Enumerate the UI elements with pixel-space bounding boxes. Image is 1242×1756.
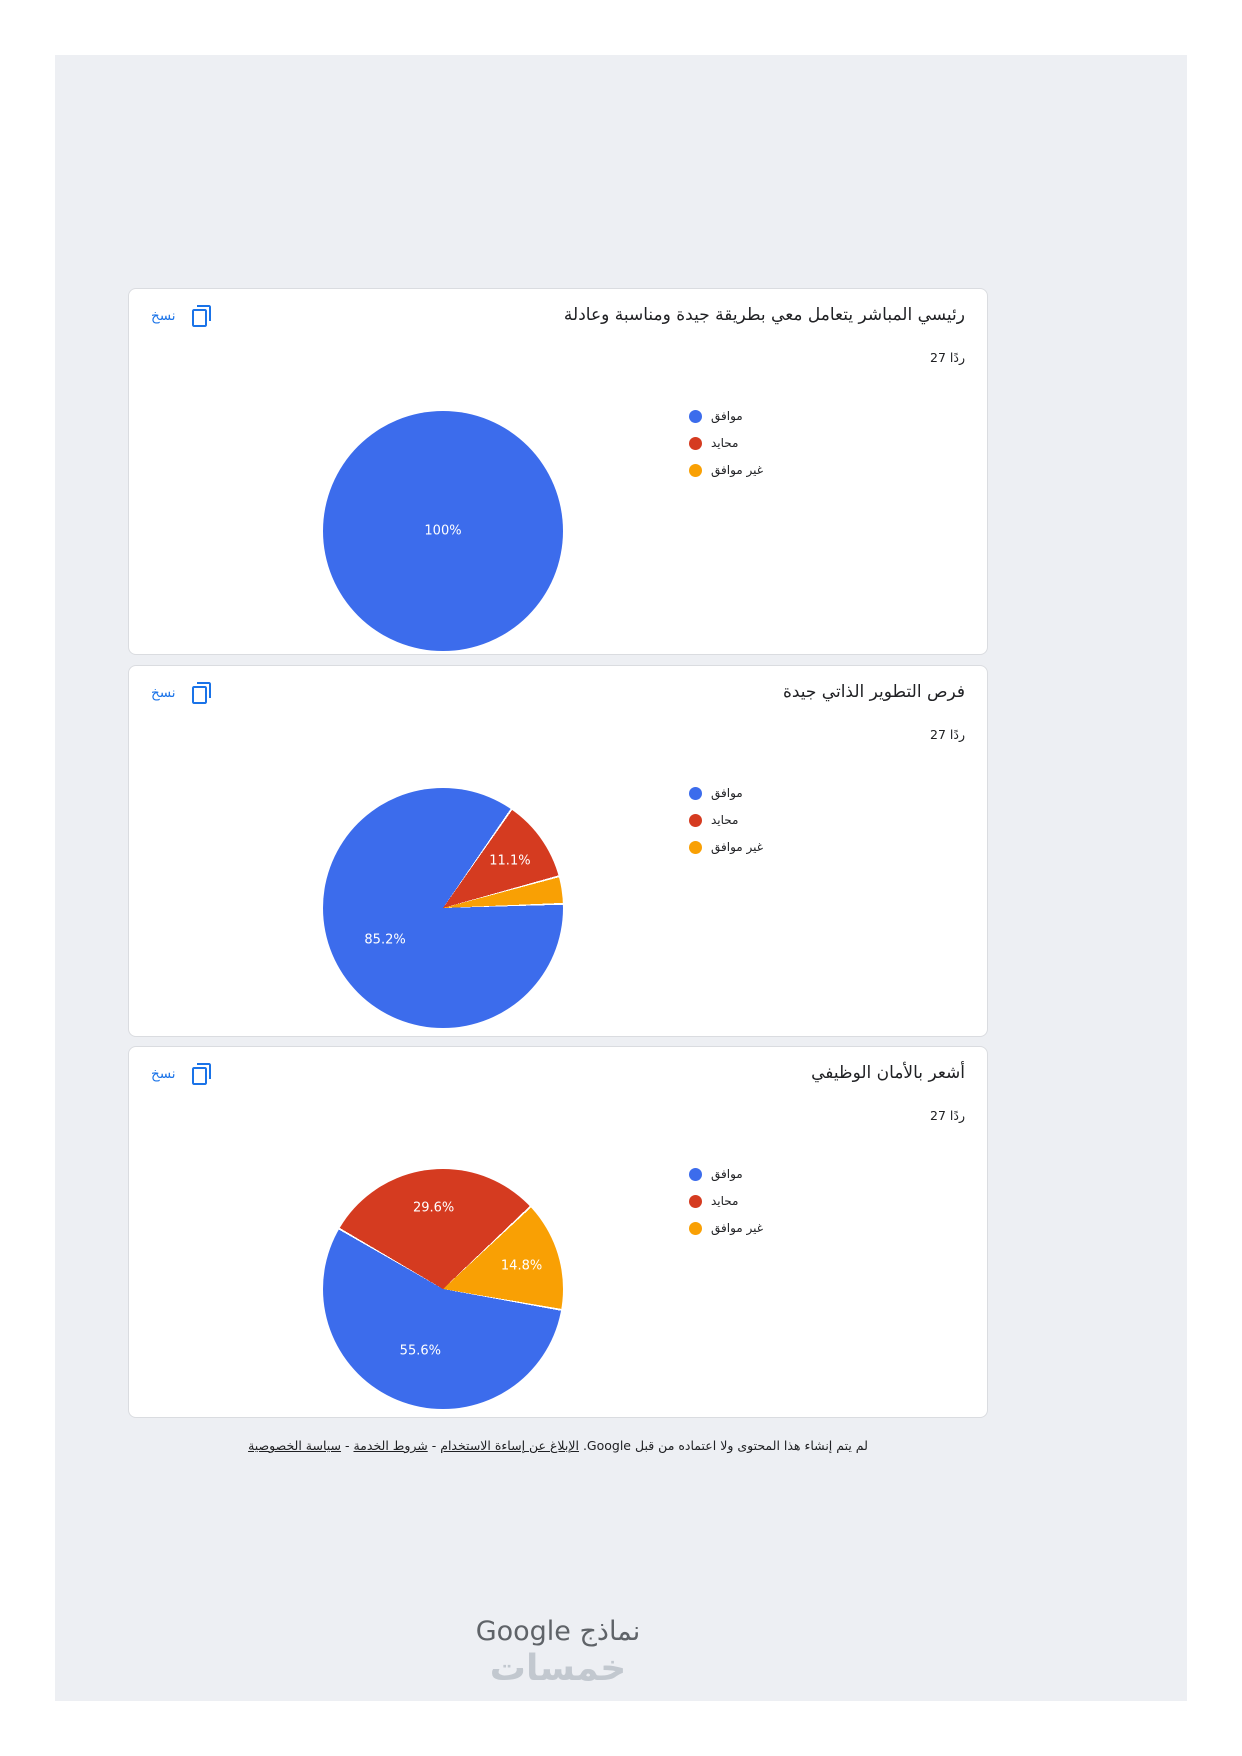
legend-color-dot: [689, 409, 702, 423]
pie-chart: 85.2% 11.1%: [323, 788, 563, 1028]
question-card-1: نسخ فرص التطوير الذاتي جيدة 27 ردًا مواف…: [128, 665, 988, 1037]
footer-link-terms[interactable]: شروط الخدمة: [353, 1438, 428, 1453]
response-count: 27 ردًا: [930, 350, 965, 365]
legend-color-dot: [689, 1221, 702, 1235]
copy-button-label: نسخ: [151, 685, 176, 701]
legend-label: غير موافق: [711, 1221, 764, 1235]
copy-icon: [189, 1062, 213, 1086]
google-forms-logo[interactable]: نماذج Google: [475, 1616, 641, 1647]
copy-icon: [189, 681, 213, 705]
pie-slice-label: 11.1%: [489, 853, 531, 869]
pie-slice-label: 100%: [424, 523, 462, 539]
legend-label: محايد: [711, 436, 739, 450]
legend-color-dot: [689, 463, 702, 477]
chart-legend: موافق محايد غير موافق: [689, 1167, 763, 1248]
legend-item: غير موافق: [689, 840, 763, 854]
footer-separator: -: [341, 1438, 354, 1453]
response-count: 27 ردًا: [930, 727, 965, 742]
legend-label: غير موافق: [711, 840, 764, 854]
legend-label: محايد: [711, 1194, 739, 1208]
legend-color-dot: [689, 840, 702, 854]
response-count: 27 ردًا: [930, 1108, 965, 1123]
legend-item: محايد: [689, 1194, 763, 1208]
copy-button-label: نسخ: [151, 1066, 176, 1082]
footer-separator: -: [427, 1438, 441, 1453]
legend-item: موافق: [689, 786, 763, 800]
legend-color-dot: [689, 436, 702, 450]
legend-item: غير موافق: [689, 1221, 763, 1235]
copy-icon: [189, 304, 213, 328]
copy-button-label: نسخ: [151, 308, 176, 324]
legend-item: محايد: [689, 436, 763, 450]
pie-slice-label: 85.2%: [364, 932, 406, 948]
chart-legend: موافق محايد غير موافق: [689, 786, 763, 867]
question-title: فرص التطوير الذاتي جيدة: [782, 682, 965, 702]
question-card-0: نسخ رئيسي المباشر يتعامل معي بطريقة جيدة…: [128, 288, 988, 655]
legend-item: محايد: [689, 813, 763, 827]
question-card-2: نسخ أشعر بالأمان الوظيفي 27 ردًا موافق مح…: [128, 1046, 988, 1418]
legend-label: موافق: [711, 1167, 743, 1181]
question-title: أشعر بالأمان الوظيفي: [811, 1063, 965, 1083]
pie-chart: 55.6% 29.6% 14.8%: [323, 1169, 563, 1409]
legend-label: محايد: [711, 813, 739, 827]
pie-chart: 100%: [323, 411, 563, 651]
pie-slice-label: 14.8%: [500, 1258, 543, 1274]
legend-color-dot: [689, 1194, 702, 1208]
chart-legend: موافق محايد غير موافق: [689, 409, 763, 490]
footer-disclaimer: لم يتم إنشاء هذا المحتوى ولا اعتماده من …: [128, 1438, 988, 1453]
legend-label: موافق: [711, 409, 743, 423]
legend-label: موافق: [711, 786, 743, 800]
copy-button[interactable]: نسخ: [151, 678, 213, 708]
question-title: رئيسي المباشر يتعامل معي بطريقة جيدة ومن…: [563, 305, 965, 325]
copy-button[interactable]: نسخ: [151, 301, 213, 331]
watermark: خمسات: [489, 1648, 627, 1689]
legend-item: موافق: [689, 1167, 763, 1181]
pie-slice-label: 55.6%: [399, 1343, 441, 1359]
copy-button[interactable]: نسخ: [151, 1059, 213, 1089]
legend-color-dot: [689, 1167, 702, 1181]
footer-link-privacy[interactable]: سياسة الخصوصية: [248, 1438, 342, 1453]
legend-color-dot: [689, 813, 702, 827]
pie-slice-label: 29.6%: [412, 1200, 455, 1216]
legend-label: غير موافق: [711, 463, 764, 477]
legend-color-dot: [689, 786, 702, 800]
legend-item: غير موافق: [689, 463, 763, 477]
footer-text: لم يتم إنشاء هذا المحتوى ولا اعتماده من …: [578, 1438, 868, 1453]
legend-item: موافق: [689, 409, 763, 423]
footer-link-report-abuse[interactable]: الإبلاغ عن إساءة الاستخدام: [440, 1438, 579, 1453]
